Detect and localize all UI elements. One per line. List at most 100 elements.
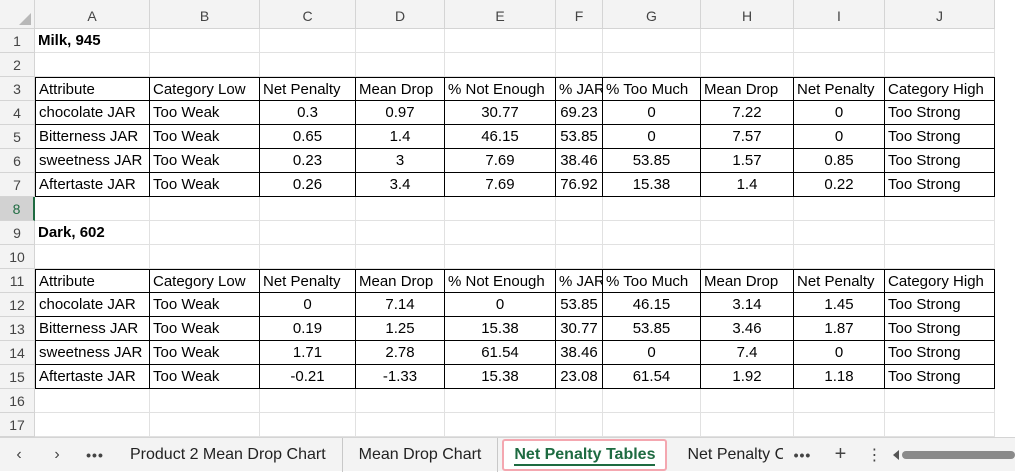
cell-h9[interactable] xyxy=(701,221,794,245)
cell-f15[interactable]: 23.08 xyxy=(556,365,603,389)
cell-g7[interactable]: 15.38 xyxy=(603,173,701,197)
cell-a13[interactable]: Bitterness JAR xyxy=(35,317,150,341)
tab-mean-drop-chart[interactable]: Mean Drop Chart xyxy=(343,437,499,472)
cell-c5[interactable]: 0.65 xyxy=(260,125,356,149)
cell-a14[interactable]: sweetness JAR xyxy=(35,341,150,365)
cell-h3[interactable]: Mean Drop xyxy=(701,77,794,101)
column-header-j[interactable]: J xyxy=(885,0,995,29)
cell-j4[interactable]: Too Strong xyxy=(885,101,995,125)
more-sheets-left-button[interactable]: ••• xyxy=(76,438,114,472)
cell-c3[interactable]: Net Penalty xyxy=(260,77,356,101)
cell-i3[interactable]: Net Penalty xyxy=(794,77,885,101)
cell-f3[interactable]: % JAR xyxy=(556,77,603,101)
cell-b1[interactable] xyxy=(150,29,260,53)
cell-b4[interactable]: Too Weak xyxy=(150,101,260,125)
cell-a8[interactable] xyxy=(35,197,150,221)
column-header-e[interactable]: E xyxy=(445,0,556,29)
cell-b8[interactable] xyxy=(150,197,260,221)
cell-f5[interactable]: 53.85 xyxy=(556,125,603,149)
cell-g17[interactable] xyxy=(603,413,701,437)
cell-i10[interactable] xyxy=(794,245,885,269)
cell-d2[interactable] xyxy=(356,53,445,77)
cell-f9[interactable] xyxy=(556,221,603,245)
cell-j9[interactable] xyxy=(885,221,995,245)
cell-h1[interactable] xyxy=(701,29,794,53)
prev-sheet-button[interactable]: ‹ xyxy=(0,438,38,472)
row-header-4[interactable]: 4 xyxy=(0,101,35,125)
cell-a4[interactable]: chocolate JAR xyxy=(35,101,150,125)
cell-j13[interactable]: Too Strong xyxy=(885,317,995,341)
cell-f14[interactable]: 38.46 xyxy=(556,341,603,365)
cell-j17[interactable] xyxy=(885,413,995,437)
cell-b5[interactable]: Too Weak xyxy=(150,125,260,149)
row-header-5[interactable]: 5 xyxy=(0,125,35,149)
cell-h14[interactable]: 7.4 xyxy=(701,341,794,365)
cell-j8[interactable] xyxy=(885,197,995,221)
row-header-6[interactable]: 6 xyxy=(0,149,35,173)
cell-a10[interactable] xyxy=(35,245,150,269)
cell-h15[interactable]: 1.92 xyxy=(701,365,794,389)
cell-g3[interactable]: % Too Much xyxy=(603,77,701,101)
cell-i8[interactable] xyxy=(794,197,885,221)
scroll-left-icon[interactable] xyxy=(893,449,900,460)
cell-e17[interactable] xyxy=(445,413,556,437)
scrollbar-thumb[interactable] xyxy=(902,450,1015,459)
cell-d3[interactable]: Mean Drop xyxy=(356,77,445,101)
next-sheet-button[interactable]: › xyxy=(38,438,76,472)
cell-c4[interactable]: 0.3 xyxy=(260,101,356,125)
cell-f16[interactable] xyxy=(556,389,603,413)
column-header-c[interactable]: C xyxy=(260,0,356,29)
cell-d4[interactable]: 0.97 xyxy=(356,101,445,125)
select-all-corner[interactable] xyxy=(0,0,35,29)
cell-e11[interactable]: % Not Enough xyxy=(445,269,556,293)
cell-i4[interactable]: 0 xyxy=(794,101,885,125)
cell-g15[interactable]: 61.54 xyxy=(603,365,701,389)
cell-b15[interactable]: Too Weak xyxy=(150,365,260,389)
cell-j7[interactable]: Too Strong xyxy=(885,173,995,197)
cell-b6[interactable]: Too Weak xyxy=(150,149,260,173)
cell-e5[interactable]: 46.15 xyxy=(445,125,556,149)
cell-d16[interactable] xyxy=(356,389,445,413)
cell-a11[interactable]: Attribute xyxy=(35,269,150,293)
add-sheet-button[interactable]: + xyxy=(821,438,859,472)
cell-h11[interactable]: Mean Drop xyxy=(701,269,794,293)
cell-i1[interactable] xyxy=(794,29,885,53)
cell-e9[interactable] xyxy=(445,221,556,245)
cell-h12[interactable]: 3.14 xyxy=(701,293,794,317)
cell-b11[interactable]: Category Low xyxy=(150,269,260,293)
cell-c13[interactable]: 0.19 xyxy=(260,317,356,341)
cell-c1[interactable] xyxy=(260,29,356,53)
row-header-9[interactable]: 9 xyxy=(0,221,35,245)
cell-f2[interactable] xyxy=(556,53,603,77)
cell-b10[interactable] xyxy=(150,245,260,269)
column-header-g[interactable]: G xyxy=(603,0,701,29)
cell-i9[interactable] xyxy=(794,221,885,245)
row-header-14[interactable]: 14 xyxy=(0,341,35,365)
cell-a6[interactable]: sweetness JAR xyxy=(35,149,150,173)
cell-j16[interactable] xyxy=(885,389,995,413)
cell-i5[interactable]: 0 xyxy=(794,125,885,149)
cell-c17[interactable] xyxy=(260,413,356,437)
cell-i14[interactable]: 0 xyxy=(794,341,885,365)
row-header-11[interactable]: 11 xyxy=(0,269,35,293)
column-header-h[interactable]: H xyxy=(701,0,794,29)
cell-c11[interactable]: Net Penalty xyxy=(260,269,356,293)
cell-d10[interactable] xyxy=(356,245,445,269)
cell-j3[interactable]: Category High xyxy=(885,77,995,101)
cell-j5[interactable]: Too Strong xyxy=(885,125,995,149)
cell-a1[interactable]: Milk, 945 xyxy=(35,29,150,53)
cell-d17[interactable] xyxy=(356,413,445,437)
tab-product-2-mean-drop-chart[interactable]: Product 2 Mean Drop Chart xyxy=(114,437,343,472)
cell-j11[interactable]: Category High xyxy=(885,269,995,293)
cell-e15[interactable]: 15.38 xyxy=(445,365,556,389)
cell-d6[interactable]: 3 xyxy=(356,149,445,173)
cell-a17[interactable] xyxy=(35,413,150,437)
column-header-d[interactable]: D xyxy=(356,0,445,29)
row-header-3[interactable]: 3 xyxy=(0,77,35,101)
cell-i13[interactable]: 1.87 xyxy=(794,317,885,341)
cell-d8[interactable] xyxy=(356,197,445,221)
cell-c16[interactable] xyxy=(260,389,356,413)
cell-g14[interactable]: 0 xyxy=(603,341,701,365)
cell-b14[interactable]: Too Weak xyxy=(150,341,260,365)
tab-net-penalty-tables[interactable]: Net Penalty Tables xyxy=(502,438,668,471)
